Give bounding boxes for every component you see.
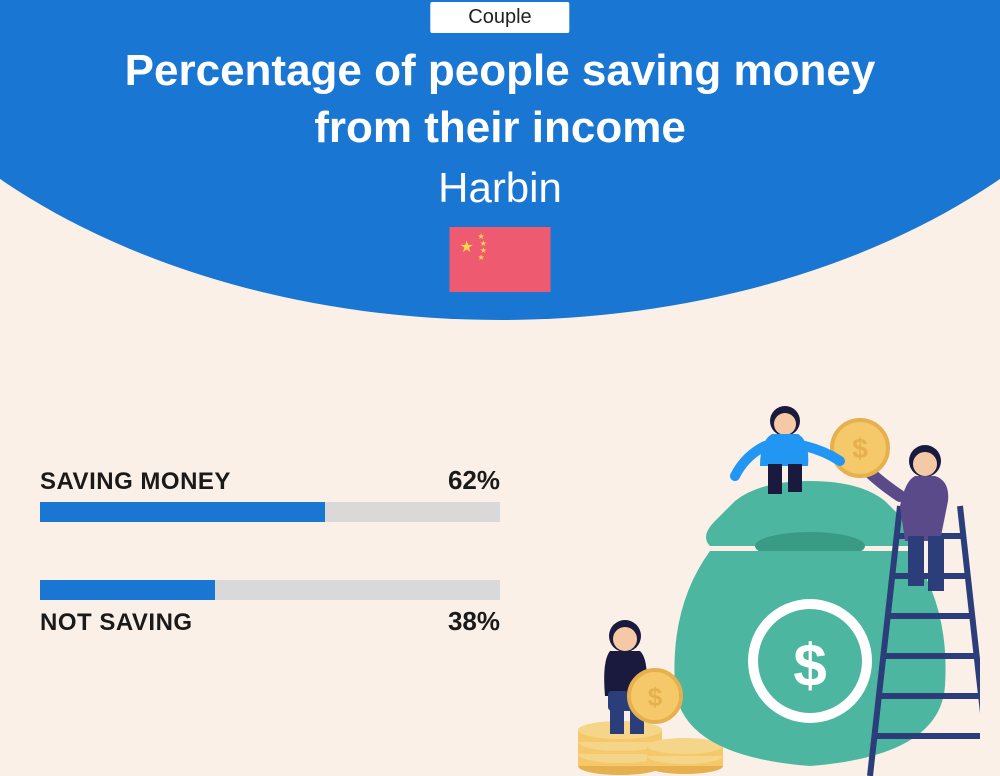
tag-badge: Couple	[430, 2, 569, 33]
bar-track	[40, 502, 500, 522]
bar-saving: SAVING MONEY 62%	[40, 465, 500, 522]
china-flag-icon: ★ ★ ★ ★★	[450, 227, 551, 292]
bar-track	[40, 580, 500, 600]
bar-fill	[40, 502, 325, 522]
savings-illustration: $ $ $	[560, 406, 980, 776]
person-top-icon	[735, 406, 840, 494]
chart-area: SAVING MONEY 62% NOT SAVING 38%	[40, 465, 500, 695]
subtitle: Harbin	[0, 164, 1000, 212]
svg-text:$: $	[793, 632, 826, 699]
bar-value: 62%	[448, 465, 500, 496]
bar-fill	[40, 580, 215, 600]
svg-text:$: $	[852, 433, 868, 464]
bar-label: SAVING MONEY	[40, 468, 231, 496]
title-block: Percentage of people saving money from t…	[0, 42, 1000, 212]
bar-label: NOT SAVING	[40, 609, 193, 637]
title-line1: Percentage of people saving money	[0, 42, 1000, 99]
title-line2: from their income	[0, 99, 1000, 156]
person-sitting-icon: $	[604, 620, 681, 734]
bar-value: 38%	[448, 606, 500, 637]
svg-text:$: $	[648, 682, 663, 712]
bar-not-saving: NOT SAVING 38%	[40, 580, 500, 637]
